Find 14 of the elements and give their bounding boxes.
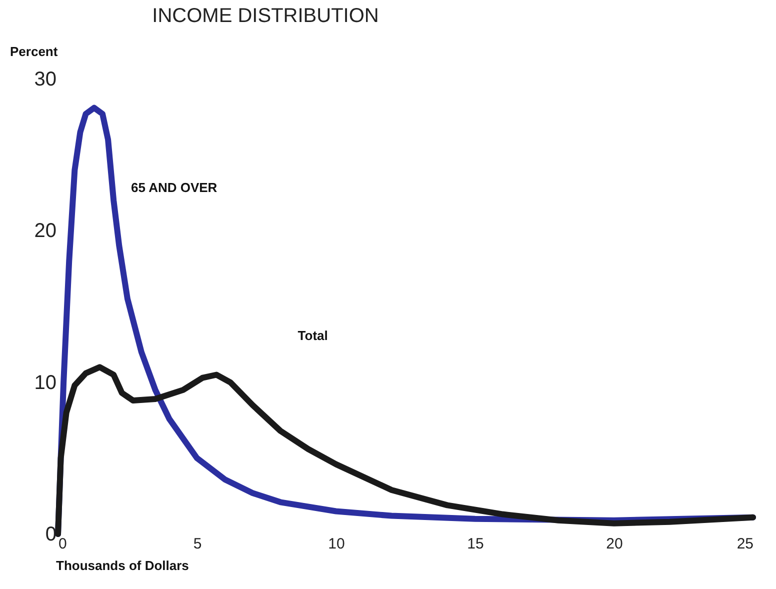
x-tick-label: 25 xyxy=(736,536,754,552)
y-tick-label: 10 xyxy=(34,372,56,394)
x-tick-label: 10 xyxy=(328,536,345,552)
y-tick-label: 20 xyxy=(34,220,56,242)
x-tick-label: 5 xyxy=(193,536,202,552)
annotation: Total xyxy=(298,328,328,344)
x-tick-label: 0 xyxy=(58,536,67,552)
x-tick-label: 15 xyxy=(467,536,484,552)
y-axis-title: Percent xyxy=(10,44,58,59)
x-tick-label: 20 xyxy=(606,536,623,552)
x-axis-title: Thousands of Dollars xyxy=(56,558,189,573)
y-tick-label: 30 xyxy=(34,68,56,90)
chart-title: INCOME DISTRIBUTION xyxy=(152,5,379,27)
annotation: 65 AND OVER xyxy=(130,180,218,196)
